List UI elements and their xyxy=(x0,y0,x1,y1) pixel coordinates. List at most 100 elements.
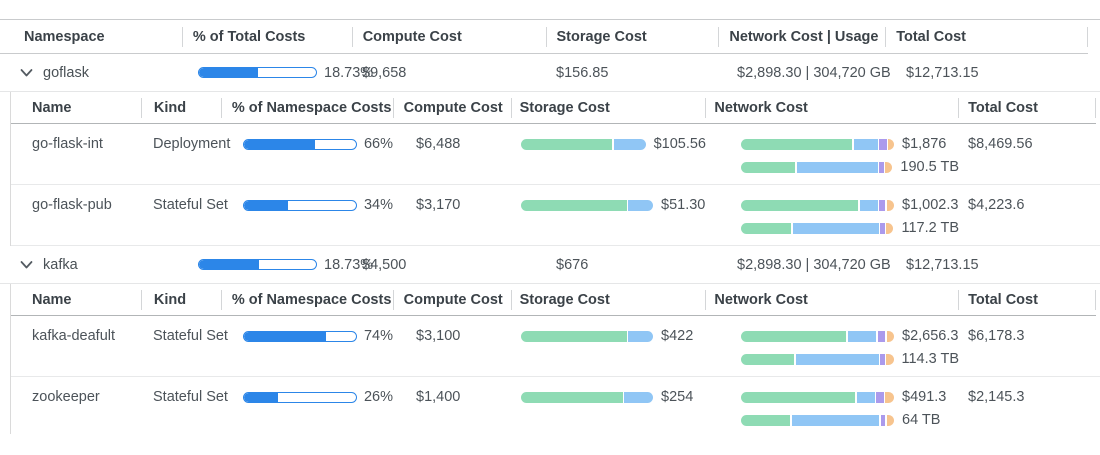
workloads-header-row: Name Kind % of Namespace Costs Compute C… xyxy=(11,284,1096,316)
bar-segment-green xyxy=(521,391,623,403)
workload-kind: Deployment xyxy=(153,136,231,152)
workloads-table-kafka: Name Kind % of Namespace Costs Compute C… xyxy=(10,284,1100,434)
workload-name: kafka-deafult xyxy=(32,328,116,344)
workloads-header-row: Name Kind % of Namespace Costs Compute C… xyxy=(11,92,1096,124)
namespace-cost-share-label: 74% xyxy=(363,328,393,344)
bar-segment-orange xyxy=(886,330,894,342)
bar-segment-green xyxy=(521,199,627,211)
bar-segment-blue xyxy=(792,222,879,234)
workload-kind: Stateful Set xyxy=(153,197,228,213)
namespace-storage-cost: $156.85 xyxy=(556,64,609,81)
subheader-network-cost: Network Cost xyxy=(705,97,958,118)
network-cost-bar xyxy=(741,330,894,342)
bar-segment-green xyxy=(741,391,856,403)
subheader-pct-namespace-costs: % of Namespace Costs xyxy=(220,97,393,118)
bar-segment-purple xyxy=(879,199,886,211)
total-cost-value: $6,178.3 xyxy=(968,328,1025,344)
bar-segment-green xyxy=(741,161,796,173)
storage-cost-bar xyxy=(521,330,653,342)
subheader-total-cost: Total Cost xyxy=(958,97,1095,118)
bar-segment-purple xyxy=(877,330,886,342)
network-cost-value: $2,656.3 xyxy=(902,328,959,344)
storage-cost-value: $254 xyxy=(661,389,694,405)
namespace-network-cost-usage: $2,898.30 | 304,720 GB xyxy=(737,64,891,81)
subheader-kind: Kind xyxy=(140,289,221,310)
bar-segment-blue xyxy=(847,330,877,342)
storage-cost-bar xyxy=(521,138,646,150)
network-usage-value: 190.5 TB xyxy=(900,159,959,175)
subheader-kind: Kind xyxy=(140,97,221,118)
header-end-divider xyxy=(1095,97,1096,118)
header-total-cost: Total Cost xyxy=(885,26,1087,47)
main-header-row: Namespace % of Total Costs Compute Cost … xyxy=(0,20,1088,54)
cost-table: Namespace % of Total Costs Compute Cost … xyxy=(0,19,1100,434)
bar-segment-green xyxy=(521,138,613,150)
bar-segment-blue xyxy=(628,199,653,211)
subheader-network-cost: Network Cost xyxy=(705,289,958,310)
namespace-cost-share-bar xyxy=(243,330,357,342)
network-usage-value: 114.3 TB xyxy=(901,351,959,367)
bar-segment-green xyxy=(741,414,790,426)
network-cost-value: $491.3 xyxy=(902,389,947,405)
namespace-storage-cost: $676 xyxy=(556,256,589,273)
bar-segment-purple xyxy=(879,138,887,150)
compute-cost-value: $3,100 xyxy=(416,328,461,344)
namespace-cost-share-bar xyxy=(243,199,357,211)
namespace-row-goflask[interactable]: goflask 18.73% $9,658 $156.85 $2,898.30 … xyxy=(0,54,1100,92)
bar-segment-blue xyxy=(859,199,878,211)
network-usage-value: 64 TB xyxy=(902,412,941,428)
total-cost-value: $4,223.6 xyxy=(968,197,1025,213)
chevron-down-icon[interactable] xyxy=(20,260,33,270)
network-usage-bar xyxy=(741,353,894,365)
bar-segment-orange xyxy=(886,353,894,365)
total-cost-value: $2,145.3 xyxy=(968,389,1025,405)
workloads-table-goflask: Name Kind % of Namespace Costs Compute C… xyxy=(10,92,1100,246)
namespace-cost-share-label: 66% xyxy=(363,136,393,152)
namespace-row-kafka[interactable]: kafka 18.73% $4,500 $676 $2,898.30 | 304… xyxy=(0,246,1100,284)
subheader-storage-cost: Storage Cost xyxy=(510,97,706,118)
subheader-total-cost: Total Cost xyxy=(958,289,1095,310)
bar-segment-blue xyxy=(853,138,878,150)
bar-segment-green xyxy=(741,138,853,150)
header-network-cost-usage: Network Cost | Usage xyxy=(718,26,885,47)
bar-segment-blue xyxy=(624,391,653,403)
bar-segment-orange xyxy=(886,414,894,426)
bar-segment-purple xyxy=(879,161,884,173)
bar-segment-purple xyxy=(880,414,886,426)
bar-segment-purple xyxy=(876,391,884,403)
network-usage-bar xyxy=(741,414,894,426)
bar-segment-green xyxy=(741,222,792,234)
subheader-name: Name xyxy=(32,291,72,308)
namespace-cost-share-bar xyxy=(243,138,357,150)
namespace-total-cost: $12,713.15 xyxy=(906,256,979,273)
bar-segment-blue xyxy=(791,414,880,426)
namespace-cost-share-bar xyxy=(243,391,357,403)
bar-segment-purple xyxy=(880,353,885,365)
bar-segment-orange xyxy=(886,222,894,234)
bar-segment-blue xyxy=(796,161,878,173)
bar-segment-green xyxy=(741,353,795,365)
network-usage-bar xyxy=(741,161,893,173)
bar-segment-blue xyxy=(856,391,875,403)
compute-cost-value: $3,170 xyxy=(416,197,461,213)
subheader-storage-cost: Storage Cost xyxy=(510,289,706,310)
storage-cost-bar xyxy=(521,391,653,403)
bar-segment-orange xyxy=(886,199,894,211)
total-cost-value: $8,469.56 xyxy=(968,136,1033,152)
namespace-compute-cost: $9,658 xyxy=(362,64,407,81)
namespace-network-cost-usage: $2,898.30 | 304,720 GB xyxy=(737,256,891,273)
namespace-total-cost: $12,713.15 xyxy=(906,64,979,81)
total-cost-share-label: 18.73% xyxy=(324,64,374,81)
bar-segment-purple xyxy=(880,222,885,234)
bar-segment-blue xyxy=(628,330,653,342)
workload-name: go-flask-int xyxy=(32,136,103,152)
workload-row-go-flask-int: go-flask-int Deployment 66% $6,488 $105.… xyxy=(11,124,1100,185)
chevron-down-icon[interactable] xyxy=(20,68,33,78)
workload-row-zookeeper: zookeeper Stateful Set 26% $1,400 $254 $… xyxy=(11,377,1100,434)
subheader-compute-cost: Compute Cost xyxy=(392,97,511,118)
subheader-name: Name xyxy=(32,99,72,116)
header-pct-total-costs: % of Total Costs xyxy=(181,26,352,47)
compute-cost-value: $1,400 xyxy=(416,389,461,405)
storage-cost-value: $51.30 xyxy=(661,197,706,213)
bar-segment-blue xyxy=(795,353,879,365)
